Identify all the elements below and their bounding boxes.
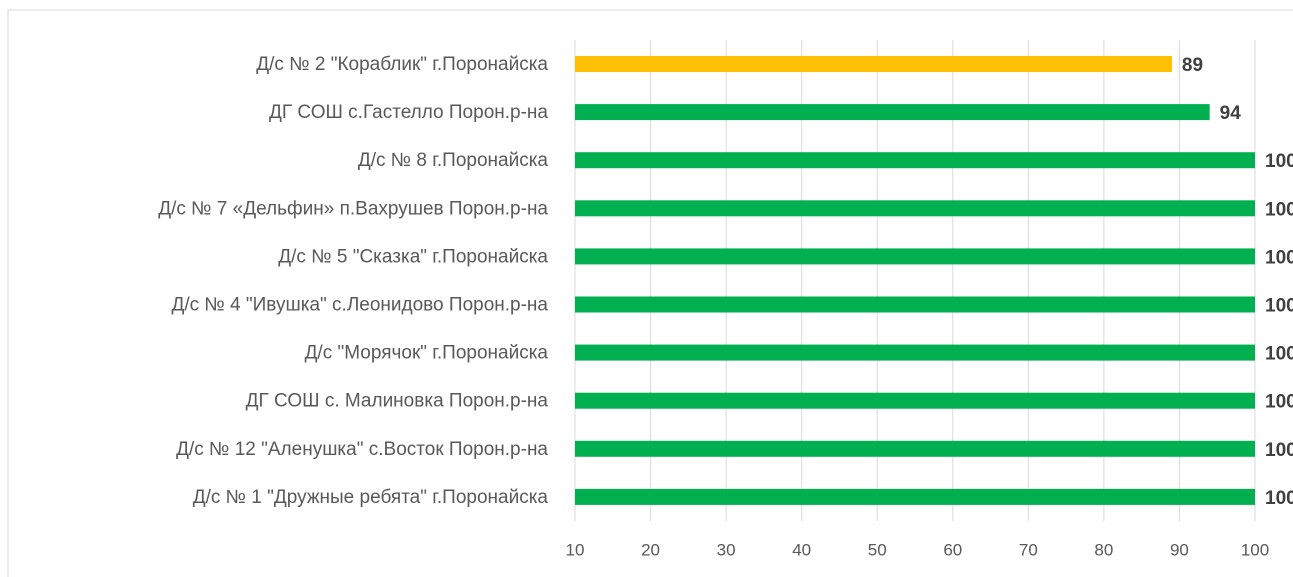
- bar: [575, 248, 1255, 265]
- bar: [575, 440, 1255, 457]
- bar: [575, 152, 1255, 169]
- data-label: 100: [1265, 440, 1293, 461]
- x-tick-label: 70: [1019, 540, 1038, 559]
- bar: [575, 488, 1255, 505]
- x-tick-label: 20: [641, 540, 660, 559]
- data-label: 100: [1265, 151, 1293, 172]
- bar: [575, 200, 1255, 217]
- data-label: 89: [1182, 55, 1203, 76]
- y-tick-label: Д/с "Морячок" г.Поронайска: [305, 343, 549, 364]
- bar: [575, 392, 1255, 409]
- x-tick-label: 90: [1170, 540, 1189, 559]
- bar: [575, 296, 1255, 313]
- data-label: 100: [1265, 344, 1293, 365]
- x-tick-label: 10: [566, 540, 585, 559]
- data-label: 94: [1220, 103, 1242, 124]
- bar: [575, 104, 1210, 121]
- x-tick-label: 100: [1241, 540, 1269, 559]
- y-tick-label: Д/с № 1 "Дружные ребята" г.Поронайска: [193, 487, 549, 508]
- y-tick-label: Д/с № 12 "Аленушка" с.Восток Порон.р-на: [176, 439, 548, 460]
- x-tick-label: 50: [868, 540, 887, 559]
- x-tick-label: 80: [1094, 540, 1113, 559]
- x-tick-label: 30: [717, 540, 736, 559]
- bar: [575, 344, 1255, 361]
- y-tick-label: Д/с № 5 "Сказка" г.Поронайска: [278, 246, 548, 267]
- y-tick-label: Д/с № 7 «Дельфин» п.Вахрушев Порон.р-на: [158, 198, 548, 219]
- x-tick-label: 60: [943, 540, 962, 559]
- data-label: 100: [1265, 199, 1293, 220]
- y-tick-label: Д/с № 2 "Кораблик" г.Поронайска: [256, 54, 548, 75]
- data-label: 100: [1265, 392, 1293, 413]
- y-tick-label: Д/с № 4 "Ивушка" с.Леонидово Порон.р-на: [171, 295, 548, 316]
- data-label: 100: [1265, 296, 1293, 317]
- data-label: 100: [1265, 247, 1293, 268]
- bar: [575, 56, 1172, 72]
- y-tick-label: ДГ СОШ с.Гастелло Порон.р-на: [269, 102, 548, 123]
- x-tick-label: 40: [792, 540, 811, 559]
- y-tick-label: Д/с № 8 г.Поронайска: [358, 150, 549, 171]
- data-label: 100: [1265, 488, 1293, 509]
- y-tick-label: ДГ СОШ с. Малиновка Порон.р-на: [246, 391, 549, 412]
